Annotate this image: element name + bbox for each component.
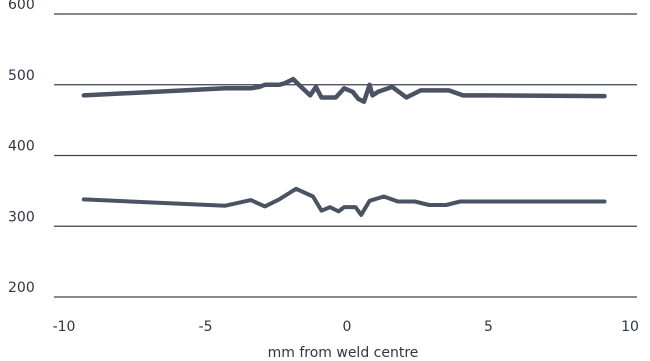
y-tick-label: 600 xyxy=(8,0,35,13)
x-tick-label: -5 xyxy=(199,319,213,335)
x-axis-label: mm from weld centre xyxy=(268,345,419,361)
series-lines xyxy=(81,76,607,217)
series-line-2 xyxy=(81,186,607,217)
y-tick-label: 200 xyxy=(8,280,35,296)
x-tick-label: -10 xyxy=(53,319,76,335)
x-tick-labels: -10 -5 0 5 10 xyxy=(53,319,639,335)
x-tick-label: 5 xyxy=(484,319,493,335)
y-tick-label: 400 xyxy=(8,139,35,155)
y-tick-labels: 200 300 400 500 600 xyxy=(8,0,35,296)
x-tick-label: 0 xyxy=(343,319,352,335)
x-tick-label: 10 xyxy=(621,319,639,335)
series-line-1 xyxy=(81,76,607,104)
grid-lines xyxy=(54,13,637,298)
y-tick-label: 300 xyxy=(8,209,35,225)
y-tick-label: 500 xyxy=(8,68,35,84)
